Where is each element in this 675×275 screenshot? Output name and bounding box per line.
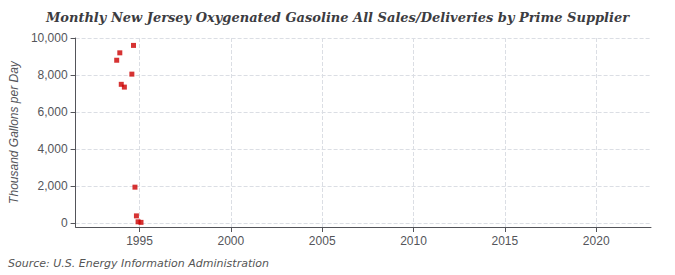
- svg-text:2,000: 2,000: [38, 179, 68, 193]
- svg-text:2000: 2000: [218, 234, 245, 248]
- svg-text:1995: 1995: [126, 234, 153, 248]
- svg-text:2020: 2020: [583, 234, 610, 248]
- svg-text:Monthly New Jersey Oxygenated: Monthly New Jersey Oxygenated Gasoline A…: [45, 10, 630, 25]
- svg-text:8,000: 8,000: [38, 68, 68, 82]
- svg-text:2005: 2005: [309, 234, 336, 248]
- svg-text:4,000: 4,000: [38, 142, 68, 156]
- svg-text:Thousand Gallons per Day: Thousand Gallons per Day: [7, 60, 21, 204]
- svg-text:0: 0: [61, 216, 68, 230]
- svg-text:6,000: 6,000: [38, 105, 68, 119]
- svg-text:2010: 2010: [400, 234, 427, 248]
- svg-text:Source: U.S. Energy Informatio: Source: U.S. Energy Information Administ…: [8, 257, 269, 270]
- svg-text:10,000: 10,000: [31, 31, 68, 45]
- svg-text:2015: 2015: [492, 234, 519, 248]
